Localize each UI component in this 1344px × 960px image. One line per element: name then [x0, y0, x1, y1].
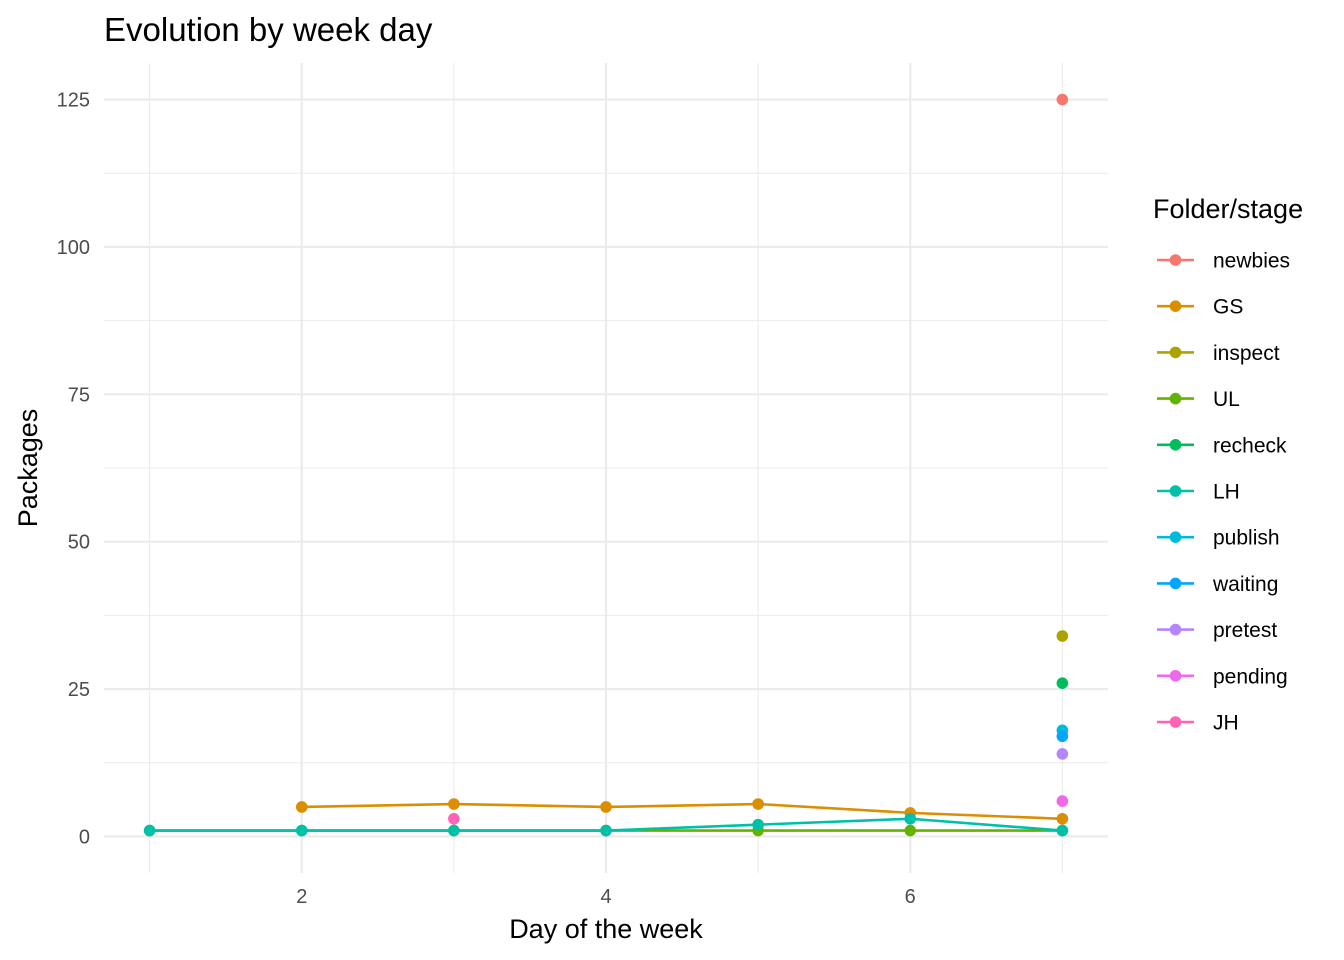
- data-point-inspect: [1056, 630, 1069, 642]
- legend-item-newbies: newbies: [1157, 250, 1290, 273]
- legend-title: Folder/stage: [1153, 194, 1303, 224]
- data-point-lh: [1056, 824, 1069, 837]
- data-point-recheck: [1056, 677, 1069, 689]
- series-line-gs: [301, 802, 1063, 821]
- data-point-gs: [752, 798, 764, 810]
- data-point-waiting: [1056, 730, 1069, 743]
- x-axis-ticks: 2 4 6: [296, 886, 916, 908]
- x-tick-label: 2: [296, 886, 307, 908]
- grid: [104, 63, 1108, 873]
- y-axis-ticks: 0 25 50 75 100 125: [57, 90, 90, 849]
- data-point-lh: [752, 818, 764, 831]
- data-point-pretest: [1056, 748, 1069, 760]
- legend-label: newbies: [1213, 250, 1290, 273]
- data-point-lh: [600, 824, 612, 837]
- legend-item-lh: LH: [1157, 481, 1240, 504]
- legend-item-jh: JH: [1157, 712, 1239, 735]
- legend-key-point: [1169, 623, 1182, 636]
- data-point-gs: [600, 801, 612, 813]
- data-point-lh: [448, 824, 460, 837]
- legend-key-point: [1169, 716, 1182, 728]
- series-points: [143, 93, 1069, 837]
- x-axis-title: Day of the week: [509, 914, 703, 944]
- data-point-lh: [295, 824, 308, 837]
- y-tick-label: 25: [68, 679, 90, 701]
- legend-item-gs: GS: [1157, 296, 1243, 319]
- y-tick-label: 100: [57, 237, 90, 259]
- data-point-gs: [448, 798, 460, 810]
- legend-key-point: [1169, 346, 1182, 359]
- data-point-gs: [295, 801, 308, 813]
- legend-key-point: [1169, 531, 1182, 543]
- legend-label: pending: [1213, 665, 1288, 688]
- legend-item-recheck: recheck: [1157, 434, 1287, 457]
- legend-item-ul: UL: [1157, 388, 1240, 411]
- legend-label: GS: [1213, 296, 1243, 319]
- y-tick-label: 125: [57, 90, 90, 112]
- legend-item-pretest: pretest: [1157, 619, 1277, 642]
- y-tick-label: 50: [68, 532, 90, 554]
- legend-key-point: [1169, 392, 1182, 405]
- data-point-gs: [1056, 812, 1069, 825]
- legend-label: recheck: [1213, 434, 1287, 457]
- y-tick-label: 75: [68, 384, 90, 406]
- legend-label: waiting: [1212, 573, 1278, 596]
- legend-label: JH: [1213, 712, 1239, 735]
- data-point-jh: [448, 812, 460, 825]
- legend-key-point: [1169, 577, 1182, 590]
- legend: Folder/stage newbies GS inspect UL recheck LH…: [1153, 194, 1303, 735]
- legend-key-point: [1169, 439, 1182, 451]
- legend-item-pending: pending: [1157, 665, 1288, 688]
- data-point-lh: [143, 824, 156, 837]
- legend-item-waiting: waiting: [1157, 573, 1278, 596]
- data-point-newbies: [1056, 93, 1069, 106]
- data-point-lh: [904, 812, 917, 825]
- x-tick-label: 4: [600, 886, 611, 908]
- legend-label: LH: [1213, 481, 1240, 504]
- legend-key-point: [1169, 670, 1182, 682]
- legend-key-point: [1169, 300, 1182, 313]
- data-point-ul: [904, 824, 917, 837]
- y-axis-title: Packages: [13, 409, 43, 528]
- legend-key-point: [1169, 485, 1182, 497]
- legend-key-point: [1169, 254, 1182, 266]
- legend-label: UL: [1213, 388, 1240, 411]
- y-tick-label: 0: [79, 826, 90, 848]
- x-tick-label: 6: [905, 886, 916, 908]
- legend-label: inspect: [1213, 342, 1280, 365]
- legend-label: publish: [1213, 527, 1280, 550]
- data-point-pending: [1056, 795, 1069, 807]
- legend-item-inspect: inspect: [1157, 342, 1280, 365]
- legend-item-publish: publish: [1157, 527, 1280, 550]
- chart-title: Evolution by week day: [104, 11, 433, 48]
- legend-label: pretest: [1213, 619, 1277, 642]
- legend-items: newbies GS inspect UL recheck LH publish waitin…: [1157, 250, 1290, 735]
